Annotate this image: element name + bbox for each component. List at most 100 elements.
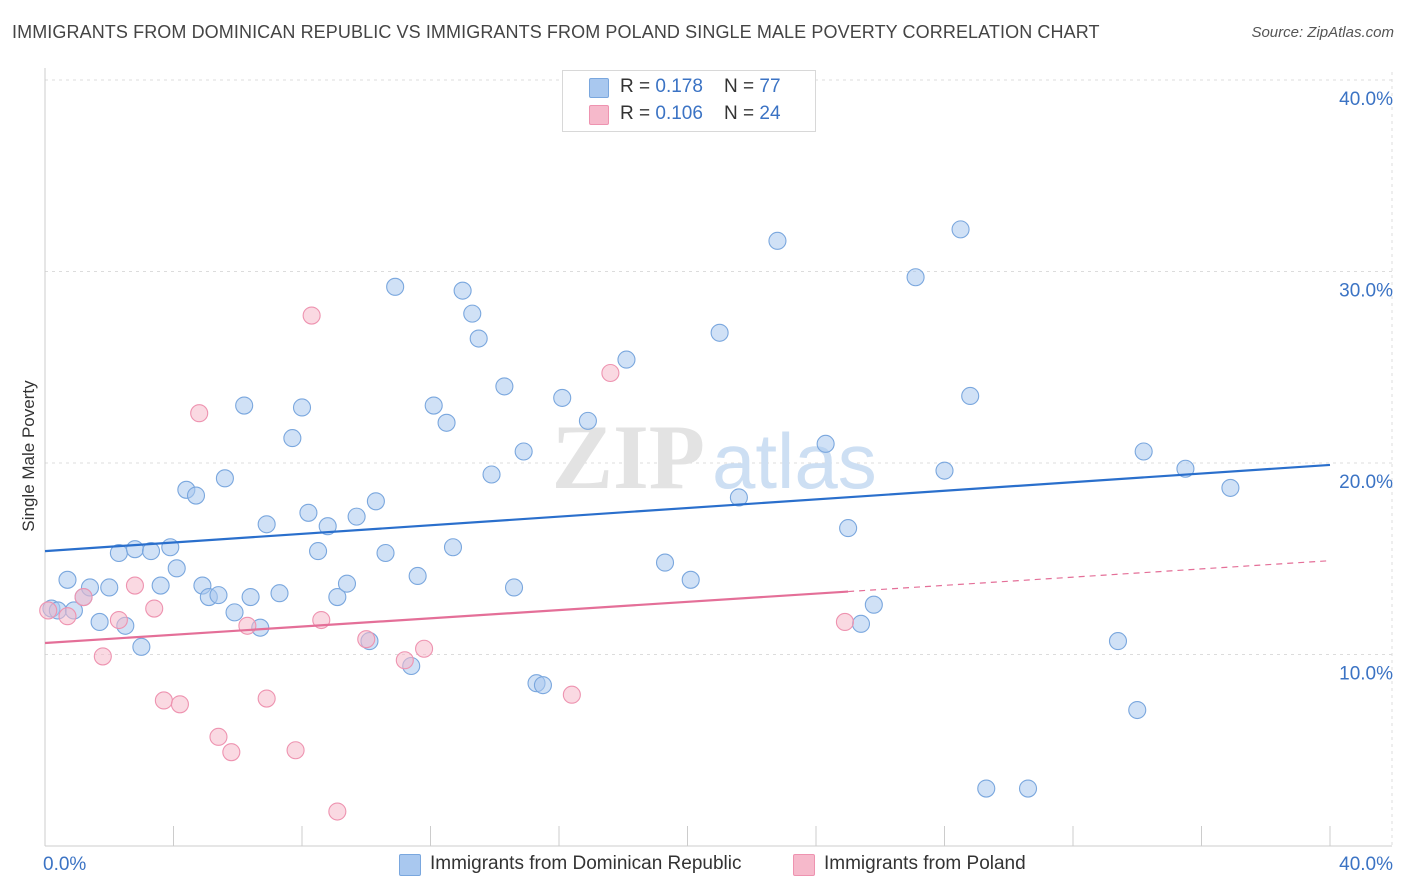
point-dominican (235, 396, 254, 415)
trend-line-dominican (44, 463, 1331, 553)
y-tick-label: 10.0% (1339, 664, 1393, 685)
point-dominican (151, 576, 170, 595)
point-poland (154, 691, 173, 710)
point-poland (190, 404, 209, 423)
point-poland (357, 630, 376, 649)
point-dominican (437, 413, 456, 432)
gridlines (45, 72, 1393, 846)
point-dominican (58, 570, 77, 589)
point-poland (257, 689, 276, 708)
trend-line-poland (44, 590, 849, 645)
legend-label: Immigrants from Dominican Republic (430, 853, 742, 874)
point-poland (835, 612, 854, 631)
point-dominican (977, 779, 996, 798)
point-dominican (186, 486, 206, 505)
point-dominican (533, 676, 552, 695)
point-dominican (553, 388, 572, 407)
stats-box: R = 0.178 N = 77 R = 0.106 N = 24 (562, 70, 816, 132)
point-dominican (681, 570, 700, 589)
legend-label: Immigrants from Poland (824, 853, 1026, 874)
point-dominican (424, 396, 443, 415)
point-dominican (935, 461, 954, 480)
point-dominican (514, 442, 533, 461)
point-dominican (906, 268, 925, 287)
point-dominican (209, 586, 228, 605)
point-dominican (839, 519, 858, 538)
point-dominican (443, 538, 463, 557)
point-poland (562, 685, 581, 704)
point-poland (93, 647, 112, 666)
data-points (39, 220, 1240, 821)
n-label: N = (724, 103, 760, 124)
y-axis-label: Single Male Poverty (19, 380, 38, 532)
point-dominican (100, 578, 119, 597)
point-dominican (453, 281, 472, 300)
point-dominican (132, 637, 151, 656)
point-dominican (710, 323, 729, 342)
point-dominican (729, 488, 748, 507)
point-poland (74, 587, 93, 607)
r-label: R = (620, 103, 656, 124)
point-dominican (1221, 478, 1240, 497)
point-dominican (1018, 779, 1038, 798)
point-dominican (167, 559, 186, 578)
axes (44, 68, 1392, 847)
source-label: Source: ZipAtlas.com (1251, 24, 1394, 41)
point-dominican (768, 231, 787, 250)
point-dominican (864, 595, 883, 614)
n-value: 77 (759, 76, 781, 97)
point-dominican (318, 517, 337, 536)
point-dominican (376, 543, 395, 563)
trend-line-poland-extension (848, 560, 1331, 593)
point-poland (58, 607, 77, 626)
chart-title: IMMIGRANTS FROM DOMINICAN REPUBLIC VS IM… (12, 22, 1100, 42)
point-dominican (225, 603, 244, 622)
point-poland (415, 639, 434, 658)
point-dominican (1128, 700, 1147, 720)
point-dominican (851, 614, 871, 633)
point-dominican (1108, 632, 1128, 651)
x-tick-label: 0.0% (43, 854, 86, 875)
point-poland (328, 802, 347, 821)
point-dominican (292, 398, 312, 417)
point-poland (302, 306, 321, 325)
point-dominican (299, 503, 318, 522)
point-dominican (215, 469, 234, 488)
point-poland (222, 743, 241, 762)
tick-labels: 10.0% 20.0% 30.0% 40.0% 0.0% 40.0% (43, 89, 1393, 875)
point-dominican (504, 578, 524, 597)
point-dominican (951, 220, 970, 239)
point-dominican (1176, 459, 1195, 478)
point-poland (238, 616, 257, 635)
point-dominican (283, 429, 302, 448)
r-value: 0.178 (655, 76, 703, 97)
point-dominican (469, 329, 488, 348)
point-dominican (463, 304, 482, 323)
watermark-zip: ZIP (552, 406, 705, 508)
point-dominican (347, 507, 366, 526)
point-dominican (386, 277, 405, 296)
point-dominican (366, 492, 385, 511)
point-dominican (495, 377, 514, 396)
point-dominican (125, 540, 144, 559)
point-dominican (241, 587, 260, 607)
legend-swatch-blue-icon (399, 854, 421, 876)
y-tick-label: 30.0% (1339, 281, 1393, 302)
point-poland (601, 363, 620, 383)
n-label: N = (724, 76, 760, 97)
swatch-blue-icon (589, 78, 609, 98)
legend-swatch-pink-icon (793, 854, 815, 876)
x-tick-label: 40.0% (1339, 854, 1393, 875)
point-poland (39, 601, 58, 620)
r-label: R = (620, 76, 656, 97)
point-dominican (328, 587, 347, 607)
point-dominican (257, 515, 276, 534)
trend-lines (44, 463, 1331, 645)
y-tick-label: 40.0% (1339, 89, 1393, 110)
point-poland (395, 651, 414, 670)
point-dominican (482, 465, 501, 484)
y-tick-label: 20.0% (1339, 472, 1393, 493)
point-dominican (816, 434, 835, 453)
point-dominican (617, 350, 636, 369)
